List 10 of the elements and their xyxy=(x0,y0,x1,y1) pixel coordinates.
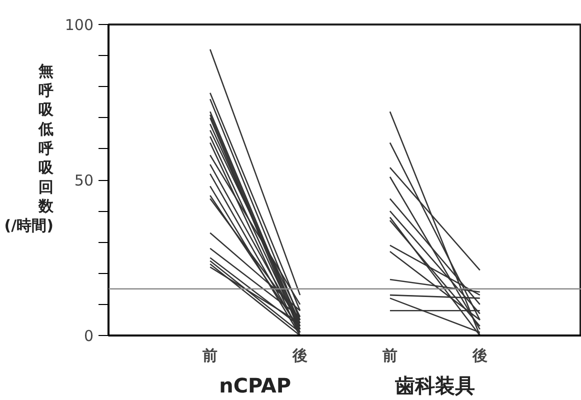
text: 歯科装具 xyxy=(394,374,475,398)
x-tick-label: 前 xyxy=(381,346,398,364)
text: 無呼吸低呼吸回数(/時間) xyxy=(4,62,54,234)
y-tick-label: 100 xyxy=(64,16,94,34)
x-tick-label: 後 xyxy=(292,346,308,364)
x-tick-label: 後 xyxy=(471,346,488,364)
x-tick-label: 前 xyxy=(202,346,218,364)
y-tick-label: 50 xyxy=(74,172,94,190)
y-tick-label: 0 xyxy=(84,327,94,345)
text: nCPAP xyxy=(219,374,292,398)
